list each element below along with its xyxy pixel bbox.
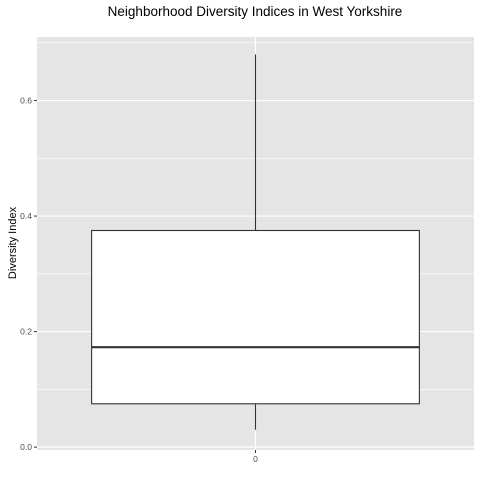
y-axis-label: Diversity Index bbox=[7, 206, 19, 279]
chart-title: Neighborhood Diversity Indices in West Y… bbox=[108, 4, 403, 19]
x-tick-label: 0 bbox=[253, 454, 258, 464]
y-tick-label: 0.0 bbox=[20, 442, 32, 452]
x-ticks: 0 bbox=[253, 450, 258, 464]
box bbox=[91, 229, 420, 405]
box-marks bbox=[91, 54, 420, 430]
y-ticks: 0.0 0.2 0.4 0.6 bbox=[20, 96, 37, 452]
y-tick-label: 0.6 bbox=[20, 96, 32, 106]
y-tick-label: 0.2 bbox=[20, 327, 32, 337]
y-tick-label: 0.4 bbox=[20, 211, 32, 221]
